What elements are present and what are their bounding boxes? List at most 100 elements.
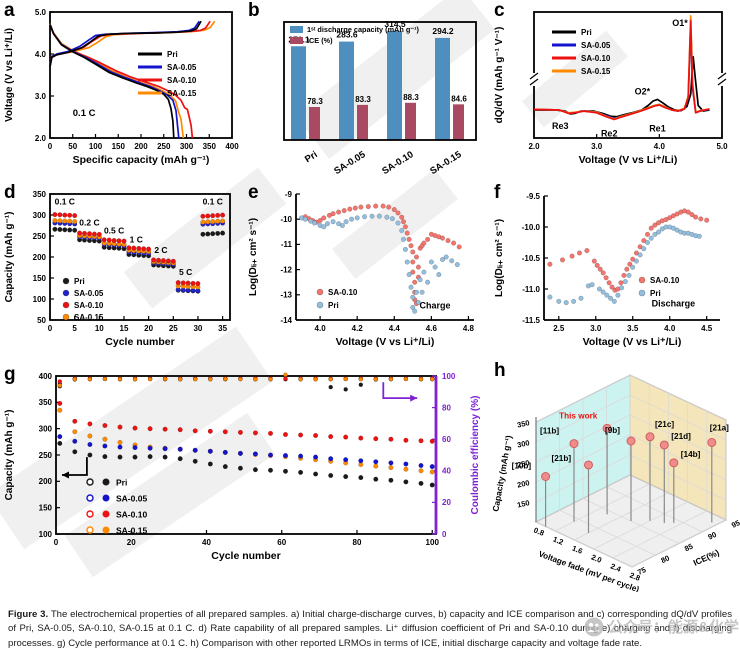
svg-text:1 C: 1 C (130, 235, 143, 245)
svg-text:SA-0.15: SA-0.15 (428, 149, 464, 177)
svg-text:SA-0.10: SA-0.10 (380, 149, 415, 177)
svg-text:Specific capacity (mAh g⁻¹): Specific capacity (mAh g⁻¹) (73, 154, 210, 166)
svg-text:[21b]: [21b] (552, 454, 572, 463)
svg-text:3.0: 3.0 (591, 142, 603, 151)
panel-a: a 0 50 100 150 200 250 300 350 400 2.0 3.0 4.0 5.0 Sp… (0, 0, 244, 182)
svg-text:2.0: 2.0 (590, 553, 603, 565)
svg-text:SA-0.10: SA-0.10 (116, 510, 147, 520)
svg-text:1ˢᵗ discharge capacity (mAh g⁻: 1ˢᵗ discharge capacity (mAh g⁻¹) (307, 25, 420, 34)
panel-g-chart: 0 20 40 60 80 100 100 150 200 250 300 350 400 0 20 40 60… (4, 372, 481, 562)
svg-text:Re3: Re3 (552, 121, 569, 131)
svg-text:300: 300 (180, 142, 194, 151)
svg-text:SA-0.15: SA-0.15 (116, 526, 147, 536)
svg-text:2.5: 2.5 (553, 324, 565, 333)
svg-text:350: 350 (203, 142, 217, 151)
svg-text:250: 250 (39, 451, 53, 460)
svg-text:SA-0.15: SA-0.15 (167, 89, 197, 98)
panel-letter-d: d (4, 182, 16, 203)
svg-text:100: 100 (442, 372, 456, 381)
panel-e: e 4.0 4.2 4.4 4.6 4.8 -9 -10 -11 -12 -13 -14 Voltag… (244, 182, 490, 366)
svg-text:Voltage (V vs Li⁺/Li): Voltage (V vs Li⁺/Li) (583, 336, 682, 348)
svg-text:150: 150 (39, 503, 53, 512)
svg-text:400: 400 (39, 372, 53, 381)
svg-text:4.4: 4.4 (389, 324, 401, 333)
svg-text:SA-0.10: SA-0.10 (328, 288, 358, 297)
svg-text:Cycle number: Cycle number (211, 550, 280, 562)
panel-c-chart: 2.0 3.0 4.0 5.0 Voltage (V vs Li⁺/Li) dQ/dV (… (494, 11, 728, 166)
panel-c: c 2.0 3.0 4.0 5.0 Voltage (V vs Li⁺/Li) dQ/dV… (490, 0, 740, 182)
svg-text:0.1 C: 0.1 C (55, 197, 75, 207)
svg-text:4.0: 4.0 (654, 142, 666, 151)
svg-text:ICE (%): ICE (%) (307, 36, 333, 45)
svg-text:SA-0.05: SA-0.05 (332, 149, 368, 177)
svg-text:50: 50 (68, 142, 77, 151)
svg-text:300: 300 (516, 438, 530, 449)
svg-text:[21c]: [21c] (655, 420, 674, 429)
svg-text:200: 200 (39, 477, 53, 486)
svg-text:85: 85 (683, 542, 694, 554)
svg-text:-11: -11 (281, 240, 293, 249)
svg-text:40: 40 (442, 467, 451, 476)
svg-text:O1*: O1* (672, 18, 688, 28)
figure-caption-text: The electrochemical properties of all pr… (8, 608, 732, 650)
wechat-watermark-text: 公众号：能源&化学 (608, 619, 739, 636)
svg-text:50: 50 (37, 316, 46, 325)
svg-text:60: 60 (277, 538, 286, 547)
svg-text:95: 95 (730, 518, 740, 530)
svg-text:-12: -12 (280, 265, 292, 274)
svg-text:15: 15 (120, 324, 129, 333)
svg-text:200: 200 (33, 253, 47, 262)
svg-text:400: 400 (225, 142, 239, 151)
svg-text:SA-0.10: SA-0.10 (167, 76, 197, 85)
svg-text:Pri: Pri (116, 478, 127, 488)
svg-text:dQ/dV (mAh g⁻¹ V⁻¹): dQ/dV (mAh g⁻¹ V⁻¹) (494, 27, 505, 124)
svg-text:5.0: 5.0 (35, 8, 47, 17)
svg-text:3.0: 3.0 (590, 324, 602, 333)
panel-g: g 0 20 40 60 80 100 100 150 200 250 300 350 400 0 20 40… (0, 364, 490, 592)
svg-text:1.6: 1.6 (571, 544, 584, 556)
svg-text:150: 150 (33, 274, 47, 283)
svg-text:3.0: 3.0 (35, 92, 47, 101)
svg-text:4.2: 4.2 (352, 324, 364, 333)
svg-text:[14b]: [14b] (681, 450, 701, 459)
svg-text:SA-0.10: SA-0.10 (74, 301, 104, 310)
svg-text:0.1 C: 0.1 C (203, 197, 223, 207)
svg-text:[21d]: [21d] (671, 432, 691, 441)
svg-text:Coulombic efficiency (%): Coulombic efficiency (%) (470, 396, 481, 515)
svg-text:Log(Dₗᵢ₊ cm² s⁻¹): Log(Dₗᵢ₊ cm² s⁻¹) (494, 219, 505, 297)
panel-d: d 0 5 10 15 20 25 30 35 50 100 150 200 250 300 350 Cycl… (0, 182, 244, 366)
svg-text:30: 30 (193, 324, 202, 333)
panel-letter-f: f (494, 182, 501, 203)
svg-text:Pri: Pri (167, 50, 178, 59)
svg-text:4.6: 4.6 (426, 324, 438, 333)
svg-text:4.0: 4.0 (664, 324, 676, 333)
panel-letter-e: e (248, 182, 259, 203)
svg-text:-10: -10 (280, 215, 292, 224)
svg-text:150: 150 (112, 142, 126, 151)
svg-text:This work: This work (559, 411, 598, 420)
svg-text:Pri: Pri (650, 289, 661, 298)
svg-text:SA-0.05: SA-0.05 (167, 63, 197, 72)
svg-text:Log(Dₗᵢ₊ cm² s⁻¹): Log(Dₗᵢ₊ cm² s⁻¹) (248, 218, 259, 296)
svg-text:Cycle number: Cycle number (105, 336, 174, 348)
svg-text:SA-0.10: SA-0.10 (650, 276, 680, 285)
svg-text:20: 20 (127, 538, 136, 547)
svg-text:88.3: 88.3 (403, 93, 419, 102)
svg-text:-9.5: -9.5 (526, 192, 540, 201)
svg-text:60: 60 (442, 435, 451, 444)
svg-text:250: 250 (33, 232, 47, 241)
figure-caption: Figure 3. The electrochemical properties… (0, 602, 740, 662)
panel-letter-c: c (494, 0, 505, 21)
svg-text:283.6: 283.6 (336, 30, 358, 40)
svg-text:150: 150 (516, 498, 530, 509)
svg-text:4.0: 4.0 (35, 50, 47, 59)
svg-text:-14: -14 (280, 316, 292, 325)
svg-text:300: 300 (33, 211, 47, 220)
svg-text:0.1 C: 0.1 C (73, 108, 96, 119)
panel-f: f 2.5 3.0 3.5 4.0 4.5 -9.5 -10.0 -10.5 -11.0 -11.… (490, 182, 740, 366)
svg-text:0: 0 (54, 538, 59, 547)
svg-text:Pri: Pri (328, 301, 339, 310)
svg-text:[10b]: [10b] (512, 462, 532, 471)
svg-text:25: 25 (169, 324, 178, 333)
svg-text:SA-0.05: SA-0.05 (116, 494, 147, 504)
